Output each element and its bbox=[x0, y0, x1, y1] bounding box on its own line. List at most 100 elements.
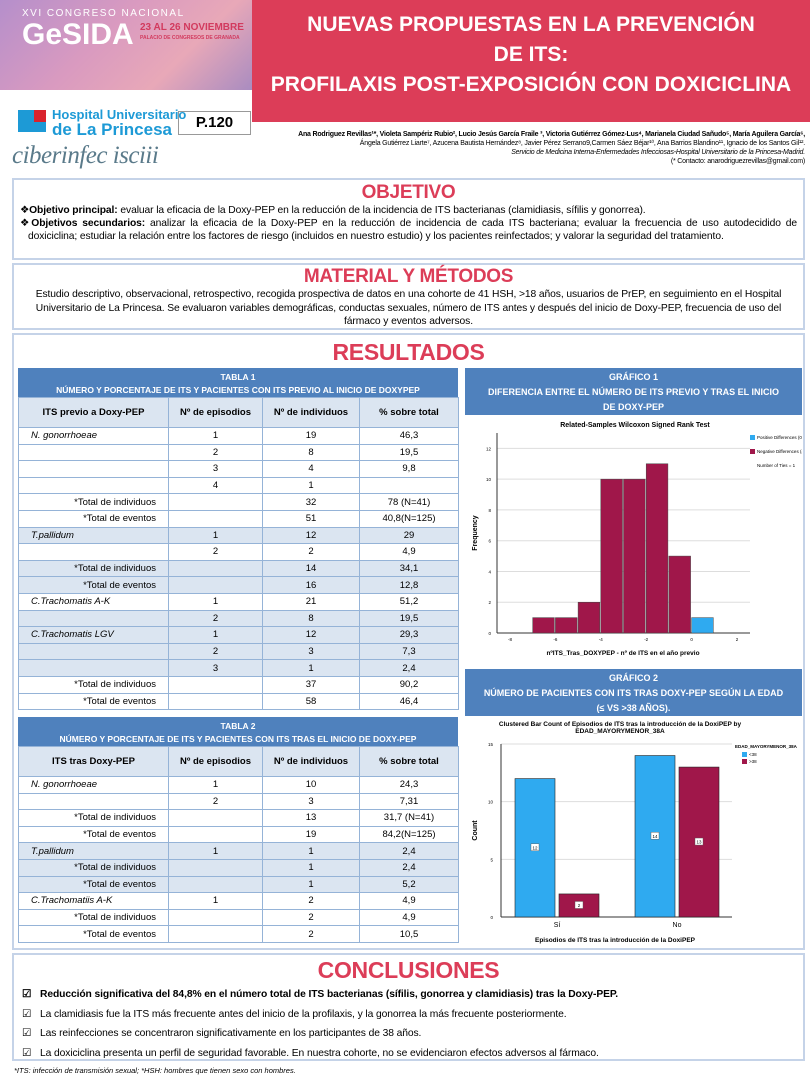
histogram-bar bbox=[645, 463, 669, 634]
table-row: 3 1 2,4 bbox=[18, 659, 459, 677]
table-cell: 19,5 bbox=[359, 443, 459, 462]
row-label bbox=[18, 476, 169, 495]
table-row: *Total de eventos 1 5,2 bbox=[18, 875, 459, 894]
table-cell bbox=[168, 858, 263, 877]
table-row: C.Trachomatis LGV 1 12 29,3 bbox=[18, 626, 459, 644]
row-label: *Total de eventos bbox=[18, 925, 169, 943]
column-header: Nº de episodios bbox=[168, 397, 263, 428]
row-label bbox=[18, 543, 169, 561]
row-label: *Total de individuos bbox=[18, 908, 169, 927]
conclusion-text: Reducción significativa del 84,8% en el … bbox=[40, 989, 619, 1000]
metodos-section: MATERIAL Y MÉTODOS Estudio descriptivo, … bbox=[12, 263, 805, 330]
table-row: *Total de individuos 1 2,4 bbox=[18, 858, 459, 877]
title-line: NUEVAS PROPUESTAS EN LA PREVENCIÓN bbox=[307, 13, 755, 36]
chart-title: EDAD_MAYORYMENOR_38A bbox=[575, 728, 665, 735]
table-cell: 2 bbox=[168, 642, 263, 661]
row-label: *Total de individuos bbox=[18, 675, 169, 694]
table-cell bbox=[168, 825, 263, 844]
table-cell: 31,7 (N=41) bbox=[359, 809, 459, 827]
conclusion-text: Las reinfecciones se concentraron signif… bbox=[40, 1028, 422, 1039]
table-cell: 2 bbox=[262, 908, 360, 927]
chart-title: Related-Samples Wilcoxon Signed Rank Tes… bbox=[560, 422, 710, 429]
table-cell bbox=[168, 509, 263, 528]
congress-line: XVI CONGRESO NACIONAL bbox=[22, 8, 185, 19]
table-cell: 46,3 bbox=[359, 427, 459, 445]
row-label bbox=[18, 659, 169, 677]
table-row: 2 3 7,31 bbox=[18, 792, 459, 811]
table-cell: 7,3 bbox=[359, 642, 459, 661]
table-row: *Total de individuos 14 34,1 bbox=[18, 559, 459, 578]
table-cell: 2,4 bbox=[359, 659, 459, 677]
table-cell: 5,2 bbox=[359, 875, 459, 894]
y-tick-label: 12 bbox=[486, 446, 492, 451]
legend-swatch bbox=[750, 449, 755, 454]
table-cell: 29 bbox=[359, 526, 459, 545]
table-cell: 2 bbox=[262, 543, 360, 561]
histogram-bar bbox=[577, 601, 601, 634]
table-cell: 16 bbox=[262, 576, 360, 594]
grafico-2: GRÁFICO 2 NÚMERO DE PACIENTES CON ITS TR… bbox=[465, 669, 802, 953]
table-row: *Total de eventos 58 46,4 bbox=[18, 692, 459, 711]
chart-annotation: Number of Ties = 1 bbox=[757, 463, 796, 468]
objetivo-principal: ❖Objetivo principal: evaluar la eficacia… bbox=[20, 204, 797, 217]
x-tick-label: -8 bbox=[508, 637, 512, 642]
table-cell: 84,2(N=125) bbox=[359, 825, 459, 844]
table-cell: 46,4 bbox=[359, 692, 459, 711]
data-label-box bbox=[574, 901, 584, 909]
label: Objetivo principal: bbox=[29, 205, 118, 216]
table-row: N. gonorrhoeae 1 19 46,3 bbox=[18, 427, 459, 445]
table-cell: 4 bbox=[168, 476, 263, 495]
table-cell: 2 bbox=[168, 443, 263, 462]
authors-block: Ana Rodriguez Revillas¹*, Violeta Sampér… bbox=[240, 130, 805, 166]
y-tick-label: 10 bbox=[486, 477, 492, 482]
hospital-line2: de La Princesa bbox=[52, 120, 173, 139]
table-cell: 2 bbox=[168, 543, 263, 561]
ciberinfec-logo: ciberinfec isciii bbox=[12, 142, 159, 169]
table-title: NÚMERO Y PORCENTAJE DE ITS Y PACIENTES C… bbox=[56, 385, 420, 395]
table-label: TABLA 1 bbox=[220, 372, 256, 382]
chart-caption-line: (≤ VS >38 AÑOS). bbox=[596, 703, 671, 713]
row-label: T.pallidum bbox=[18, 842, 169, 860]
affiliation: Servicio de Medicina Interna-Enfermedade… bbox=[511, 149, 805, 156]
table-cell: 2 bbox=[262, 925, 360, 943]
table-cell: 1 bbox=[168, 626, 263, 644]
row-label: C.Trachomatiis A-K bbox=[18, 892, 169, 910]
resultados-section: RESULTADOS TABLA 1 NÚMERO Y PORCENTAJE DE… bbox=[12, 333, 808, 953]
table-caption: TABLA 2 NÚMERO Y PORCENTAJE DE ITS Y PACI… bbox=[18, 717, 458, 746]
data-label: 13 bbox=[696, 840, 702, 845]
section-title: OBJETIVO bbox=[361, 182, 456, 203]
chart-caption: GRÁFICO 1 DIFERENCIA ENTRE EL NÚMERO DE … bbox=[465, 368, 802, 415]
table-cell: 19 bbox=[262, 825, 360, 844]
table-cell: 14 bbox=[262, 559, 360, 578]
data-label-box bbox=[694, 837, 704, 846]
table-row: T.pallidum 1 1 2,4 bbox=[18, 842, 459, 860]
x-tick-label: 2 bbox=[736, 637, 739, 642]
congress-name: GeSIDA bbox=[22, 18, 134, 51]
x-tick-label: -4 bbox=[599, 637, 603, 642]
column-header: ITS previo a Doxy-PEP bbox=[18, 397, 169, 428]
row-label: N. gonorrhoeae bbox=[18, 427, 169, 445]
table-caption: TABLA 1 NÚMERO Y PORCENTAJE DE ITS Y PACI… bbox=[18, 368, 458, 397]
histogram-bar bbox=[555, 617, 578, 634]
text: analizar la eficacia de la Doxy-PEP en l… bbox=[28, 218, 797, 242]
chart-caption-line: DIFERENCIA ENTRE EL NÚMERO DE ITS PREVIO… bbox=[487, 387, 780, 397]
table-cell: 24,3 bbox=[359, 776, 459, 794]
table-cell: 32 bbox=[262, 493, 360, 511]
checkbox-icon: ☑ bbox=[22, 1008, 32, 1020]
y-axis-label: Frequency bbox=[472, 515, 479, 551]
conclusion-item: ☑ La doxiciclina presenta un perfil de se… bbox=[22, 1044, 795, 1064]
table-cell: 12 bbox=[262, 526, 360, 545]
bullet-icon: ❖ bbox=[20, 205, 30, 216]
table-cell: 8 bbox=[262, 443, 360, 462]
table-cell bbox=[168, 925, 263, 943]
row-label: *Total de eventos bbox=[18, 875, 169, 894]
y-tick-label: 4 bbox=[488, 569, 491, 574]
table-row: C.Trachomatis A-K 1 21 51,2 bbox=[18, 592, 459, 611]
legend-label: Negative Differences (40) bbox=[757, 449, 802, 454]
table-cell: 2 bbox=[168, 609, 263, 628]
objetivo-section: OBJETIVO ❖Objetivo principal: evaluar la… bbox=[12, 178, 805, 260]
table-cell: 58 bbox=[262, 692, 360, 711]
table-row: 3 4 9,8 bbox=[18, 460, 459, 478]
y-tick-label: 0 bbox=[488, 631, 491, 636]
table-cell: 1 bbox=[262, 875, 360, 894]
